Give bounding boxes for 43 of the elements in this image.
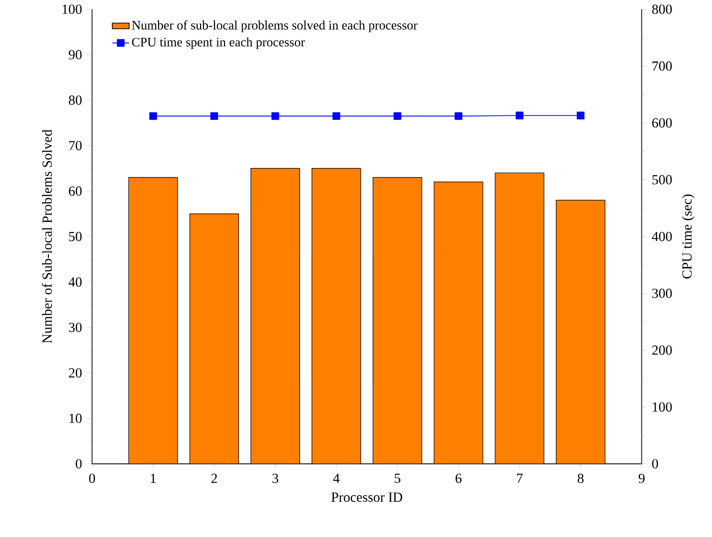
y2-tick-label: 200 [652,345,672,355]
y-tick-label: 90 [68,50,82,60]
x-tick-label: 1 [150,474,156,483]
y-tick-label: 40 [68,277,82,287]
legend-label: CPU time spent in each processor [132,37,305,50]
y2-tick-label: 100 [652,402,672,412]
y2-tick-label: 300 [652,288,672,298]
x-tick-label: 2 [211,474,217,483]
x-tick-label: 0 [89,474,95,484]
bar [434,182,484,464]
y-tick-label: 60 [68,186,82,196]
y2-tick-label: 600 [652,118,672,128]
y-tick-label: 70 [69,140,82,150]
x-tick-label: 5 [394,474,400,483]
y2-tick-label: 0 [652,459,658,468]
x-tick-label: 7 [517,474,523,483]
x-tick-label: 3 [272,474,278,483]
bar [556,200,606,464]
y2-axis-title: CPU time (sec) [682,194,694,279]
bar [189,213,239,464]
y-tick-label: 80 [68,95,82,105]
x-tick-label: 4 [333,474,340,483]
y-tick-label: 0 [76,459,82,468]
x-tick-label: 6 [456,474,462,483]
y-axis-title: Number of Sub-local Problems Solved [42,130,52,344]
bar [312,168,362,464]
bar [494,172,544,464]
bar [128,177,178,464]
y-tick-label: 10 [70,414,82,423]
x-axis-title: Processor ID [331,492,402,502]
y2-tick-label: 400 [652,232,672,242]
x-tick-label: 8 [578,474,584,484]
y2-tick-label: 700 [652,61,672,71]
x-tick-label: 9 [638,474,645,483]
y-tick-label: 30 [69,322,82,332]
y-tick-label: 100 [62,4,82,14]
bar [250,168,300,464]
y-tick-label: 50 [69,232,82,242]
y2-tick-label: 800 [652,4,672,14]
legend-label: Number of sub-local problems solved in each processor [132,20,418,32]
y2-tick-label: 500 [652,175,672,184]
bar [372,177,422,464]
y-tick-label: 20 [68,368,82,378]
